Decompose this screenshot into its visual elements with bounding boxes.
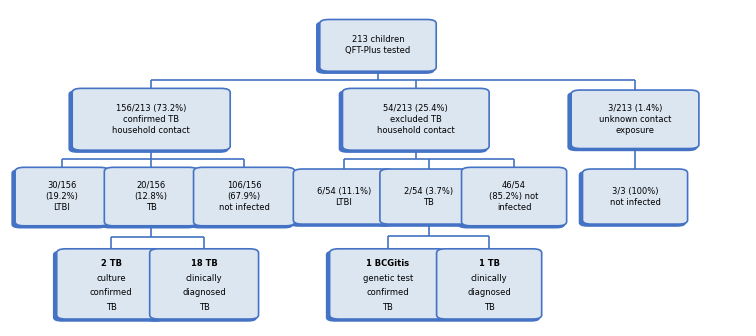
- FancyBboxPatch shape: [53, 251, 164, 322]
- FancyBboxPatch shape: [104, 167, 198, 226]
- Text: 30/156
(19.2%)
LTBI: 30/156 (19.2%) LTBI: [45, 181, 79, 212]
- FancyBboxPatch shape: [376, 171, 476, 227]
- Text: 3/3 (100%)
not infected: 3/3 (100%) not infected: [609, 186, 661, 207]
- FancyBboxPatch shape: [380, 169, 478, 224]
- Text: culture: culture: [96, 274, 126, 283]
- Text: confirmed: confirmed: [90, 288, 132, 297]
- FancyBboxPatch shape: [150, 249, 259, 319]
- Text: 1 TB: 1 TB: [479, 259, 500, 268]
- Text: 213 children
QFT-Plus tested: 213 children QFT-Plus tested: [345, 35, 411, 55]
- Text: 46/54
(85.2%) not
infected: 46/54 (85.2%) not infected: [489, 181, 539, 212]
- Text: clinically: clinically: [471, 274, 507, 283]
- FancyBboxPatch shape: [101, 169, 197, 228]
- Text: 18 TB: 18 TB: [191, 259, 218, 268]
- FancyBboxPatch shape: [11, 169, 107, 228]
- FancyBboxPatch shape: [342, 88, 489, 150]
- Text: 20/156
(12.8%)
TB: 20/156 (12.8%) TB: [135, 181, 168, 212]
- FancyBboxPatch shape: [290, 171, 393, 227]
- FancyBboxPatch shape: [194, 167, 295, 226]
- Text: 54/213 (25.4%)
excluded TB
household contact: 54/213 (25.4%) excluded TB household con…: [377, 104, 454, 135]
- FancyBboxPatch shape: [339, 90, 488, 153]
- FancyBboxPatch shape: [572, 90, 699, 149]
- FancyBboxPatch shape: [579, 171, 686, 227]
- Text: diagnosed: diagnosed: [467, 288, 511, 297]
- Text: confirmed: confirmed: [367, 288, 409, 297]
- FancyBboxPatch shape: [432, 251, 540, 322]
- FancyBboxPatch shape: [68, 90, 228, 153]
- FancyBboxPatch shape: [326, 251, 445, 322]
- FancyBboxPatch shape: [146, 251, 257, 322]
- FancyBboxPatch shape: [73, 88, 230, 150]
- FancyBboxPatch shape: [293, 169, 395, 224]
- Text: 106/156
(67.9%)
not infected: 106/156 (67.9%) not infected: [218, 181, 270, 212]
- Text: 2/54 (3.7%)
TB: 2/54 (3.7%) TB: [404, 186, 453, 207]
- FancyBboxPatch shape: [461, 167, 567, 226]
- Text: TB: TB: [106, 302, 116, 311]
- Text: diagnosed: diagnosed: [182, 288, 226, 297]
- FancyBboxPatch shape: [15, 167, 109, 226]
- Text: 156/213 (73.2%)
confirmed TB
household contact: 156/213 (73.2%) confirmed TB household c…: [113, 104, 190, 135]
- FancyBboxPatch shape: [320, 19, 436, 71]
- FancyBboxPatch shape: [567, 92, 697, 151]
- FancyBboxPatch shape: [190, 169, 293, 228]
- FancyBboxPatch shape: [330, 249, 446, 319]
- FancyBboxPatch shape: [57, 249, 166, 319]
- FancyBboxPatch shape: [316, 21, 435, 74]
- Text: clinically: clinically: [186, 274, 222, 283]
- Text: genetic test: genetic test: [363, 274, 413, 283]
- Text: 1 BCGitis: 1 BCGitis: [366, 259, 410, 268]
- Text: 3/213 (1.4%)
unknown contact
exposure: 3/213 (1.4%) unknown contact exposure: [599, 104, 671, 135]
- Text: 6/54 (11.1%)
LTBI: 6/54 (11.1%) LTBI: [317, 186, 371, 207]
- Text: TB: TB: [484, 302, 494, 311]
- Text: TB: TB: [199, 302, 209, 311]
- Text: 2 TB: 2 TB: [101, 259, 122, 268]
- FancyBboxPatch shape: [458, 169, 565, 228]
- FancyBboxPatch shape: [582, 169, 688, 224]
- FancyBboxPatch shape: [437, 249, 541, 319]
- Text: TB: TB: [383, 302, 393, 311]
